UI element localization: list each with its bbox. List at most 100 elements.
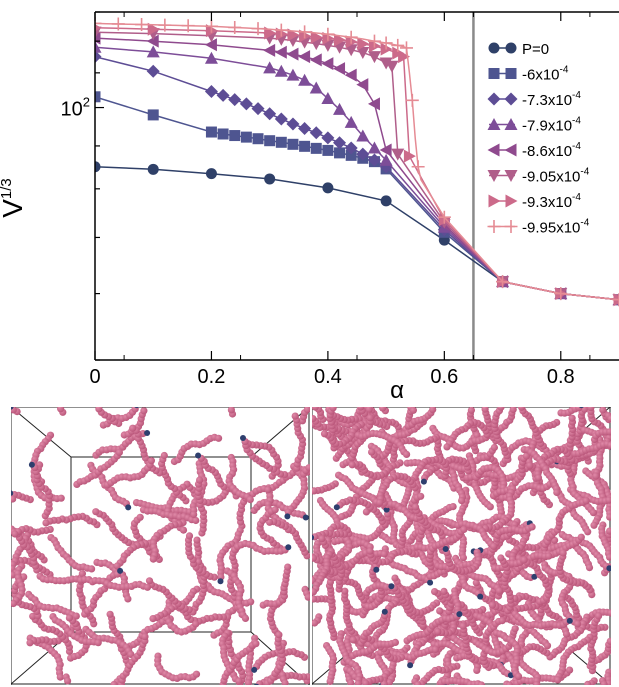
series-4 — [95, 31, 619, 304]
particle — [106, 610, 114, 618]
data-point — [204, 38, 217, 52]
data-point — [287, 28, 300, 42]
data-point — [135, 18, 149, 32]
data-point — [321, 57, 334, 71]
data-point — [367, 51, 381, 64]
data-point — [158, 18, 172, 32]
particle — [545, 552, 553, 560]
particle — [190, 510, 198, 519]
data-point — [322, 182, 334, 194]
particle — [252, 640, 260, 648]
data-point — [504, 118, 518, 130]
particle — [568, 414, 576, 422]
particle — [431, 645, 440, 654]
particle — [235, 677, 243, 685]
particle — [341, 587, 349, 595]
data-point — [333, 136, 347, 150]
x-tick-label: 0.4 — [314, 366, 342, 388]
particle — [349, 636, 357, 644]
junction-particle — [388, 583, 395, 590]
particle — [585, 564, 594, 572]
data-point — [487, 143, 500, 157]
particle — [566, 666, 574, 674]
particle — [606, 553, 611, 561]
particle — [271, 506, 279, 514]
data-point — [264, 135, 276, 147]
particle — [326, 677, 334, 685]
data-point — [298, 122, 312, 136]
data-point — [379, 143, 392, 157]
particle — [589, 509, 597, 517]
particle — [140, 407, 148, 415]
data-point — [287, 138, 299, 150]
x-tick-label: 0.6 — [430, 366, 458, 388]
particle — [312, 619, 319, 627]
junction-particle — [144, 430, 151, 436]
y-axis-label: V1/3 — [0, 178, 28, 218]
data-point — [344, 68, 357, 82]
junction-particle — [195, 452, 202, 459]
data-point — [240, 131, 252, 143]
data-point — [411, 160, 425, 174]
particle — [366, 547, 374, 555]
junction-particle — [507, 672, 514, 679]
particle — [354, 679, 362, 685]
particle — [115, 448, 123, 456]
data-point — [379, 36, 393, 50]
particle — [391, 574, 399, 582]
particle — [520, 556, 528, 564]
particle — [94, 639, 102, 647]
particle — [264, 486, 272, 494]
particle — [429, 407, 437, 414]
data-point — [309, 81, 323, 94]
particle — [281, 679, 289, 685]
data-point — [147, 22, 160, 36]
particle — [581, 407, 589, 413]
particle — [312, 407, 319, 411]
particle — [497, 554, 505, 562]
junction-particle — [566, 617, 573, 624]
data-point — [252, 133, 264, 145]
data-point — [298, 50, 311, 64]
particle — [486, 503, 494, 511]
data-point — [95, 161, 101, 173]
particle — [488, 601, 496, 609]
series-line — [95, 37, 619, 301]
data-point — [310, 142, 322, 154]
junction-particle — [531, 573, 538, 580]
legend-item-3: -7.9x10-4 — [487, 116, 581, 135]
legend-item-0: P=0 — [488, 41, 549, 58]
junction-particle — [134, 407, 140, 409]
data-point — [286, 117, 300, 131]
data-point — [95, 24, 102, 32]
particle — [584, 528, 592, 536]
legend-item-6: -9.3x10-4 — [488, 192, 581, 211]
x-axis-label: α — [390, 377, 404, 400]
data-point — [251, 22, 265, 36]
data-point — [334, 147, 346, 159]
particle — [495, 587, 503, 595]
particle — [518, 407, 526, 411]
particle — [26, 639, 34, 647]
particle — [291, 412, 299, 420]
legend-label: P=0 — [522, 41, 549, 58]
junction-particle — [579, 407, 584, 409]
junction-particle — [420, 478, 427, 485]
particle — [129, 424, 137, 432]
particle — [477, 681, 486, 685]
particle — [605, 496, 611, 504]
junction-particle — [442, 546, 449, 552]
particle — [215, 434, 223, 442]
y-tick-label: 102 — [61, 95, 90, 121]
particle — [312, 595, 318, 603]
legend-item-2: -7.3x10-4 — [487, 90, 581, 109]
particle — [347, 679, 355, 685]
data-point — [95, 16, 102, 30]
particle — [57, 494, 65, 502]
data-point — [298, 25, 312, 39]
particle — [348, 461, 356, 469]
data-point — [367, 153, 381, 167]
data-point — [204, 51, 218, 64]
particle — [497, 407, 505, 411]
legend-label: -7.9x10-4 — [522, 116, 581, 135]
